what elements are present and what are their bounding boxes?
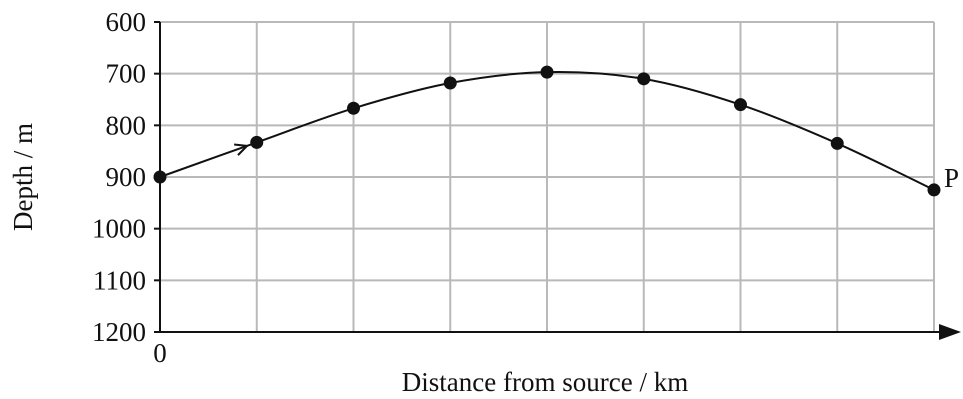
- y-tick-label: 900: [106, 162, 147, 192]
- data-point: [927, 183, 941, 197]
- data-point: [443, 76, 457, 90]
- y-tick-label: 1000: [92, 214, 146, 244]
- y-tick-label: 1200: [92, 317, 146, 347]
- grid: [160, 21, 935, 332]
- direction-arrow-icon: [234, 143, 250, 156]
- y-tick-label: 600: [106, 7, 147, 37]
- y-tick-label: 700: [106, 59, 147, 89]
- point-p-label: P: [944, 163, 959, 193]
- y-tick-labels: 600 700 800 900 1000 1100 1200: [92, 7, 146, 347]
- series: [153, 65, 941, 197]
- y-tick-label: 1100: [93, 265, 146, 295]
- data-point: [250, 135, 264, 149]
- x-axis-title: Distance from source / km: [402, 367, 688, 397]
- y-axis-title: Depth / m: [8, 123, 38, 231]
- x-axis-arrowhead: [939, 324, 961, 340]
- data-point: [734, 98, 747, 112]
- data-point: [153, 170, 167, 184]
- data-point: [347, 101, 360, 115]
- data-point: [637, 72, 651, 86]
- axes: [154, 21, 961, 340]
- y-tick-label: 800: [106, 110, 147, 140]
- data-point: [830, 136, 844, 150]
- x-tick-label-0: 0: [153, 338, 167, 368]
- data-point: [540, 65, 554, 79]
